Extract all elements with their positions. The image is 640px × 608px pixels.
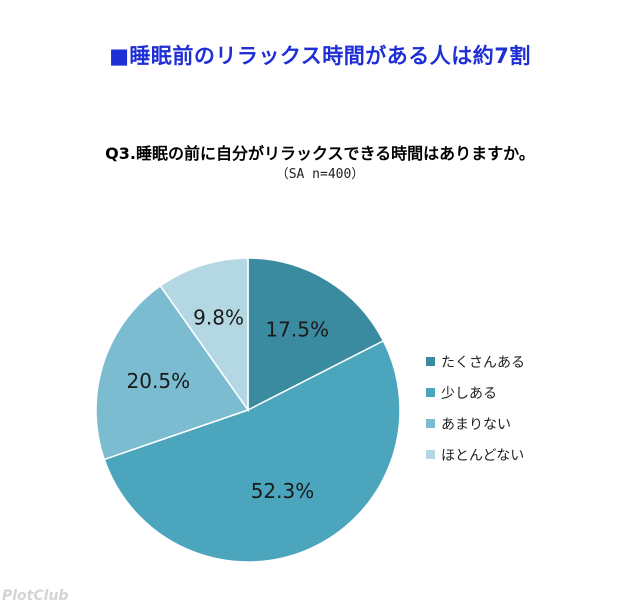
legend-label-3: あまりない <box>441 416 511 433</box>
legend-swatch-2 <box>426 388 435 397</box>
legend-swatch-3 <box>426 419 435 428</box>
chart-legend: たくさんある 少しあるあまりないほとんどない <box>426 346 525 470</box>
pie-slice-3 <box>95 284 250 461</box>
legend-label-2: 少しある <box>441 385 497 402</box>
data-label-1: 17.5% <box>265 318 329 342</box>
legend-item-3: あまりない <box>426 408 525 439</box>
legend-label-4: ほとんどない <box>441 447 525 464</box>
chart-title: Q3.睡眠の前に自分がリラックスできる時間はありますか。 <box>105 144 535 163</box>
data-label-4: 9.8% <box>193 305 244 329</box>
pie-slice-4 <box>159 257 249 413</box>
data-label-3: 20.5% <box>127 369 191 393</box>
data-label-2: 52.3% <box>251 479 315 503</box>
legend-swatch-4 <box>426 450 435 459</box>
legend-swatch-1 <box>426 357 435 366</box>
chart-subtitle: （SA n=400） <box>275 167 365 182</box>
legend-item-1: たくさんある <box>426 346 525 377</box>
headline: ■睡眠前のリラックス時間がある人は約7割 <box>109 44 531 68</box>
watermark-logo: PlotClub <box>2 588 69 604</box>
legend-item-2: 少しある <box>426 377 525 408</box>
legend-label-1: たくさんある <box>441 354 525 371</box>
legend-item-4: ほとんどない <box>426 439 525 470</box>
pie-slice-1 <box>247 257 385 412</box>
pie-slice-2 <box>103 339 401 563</box>
